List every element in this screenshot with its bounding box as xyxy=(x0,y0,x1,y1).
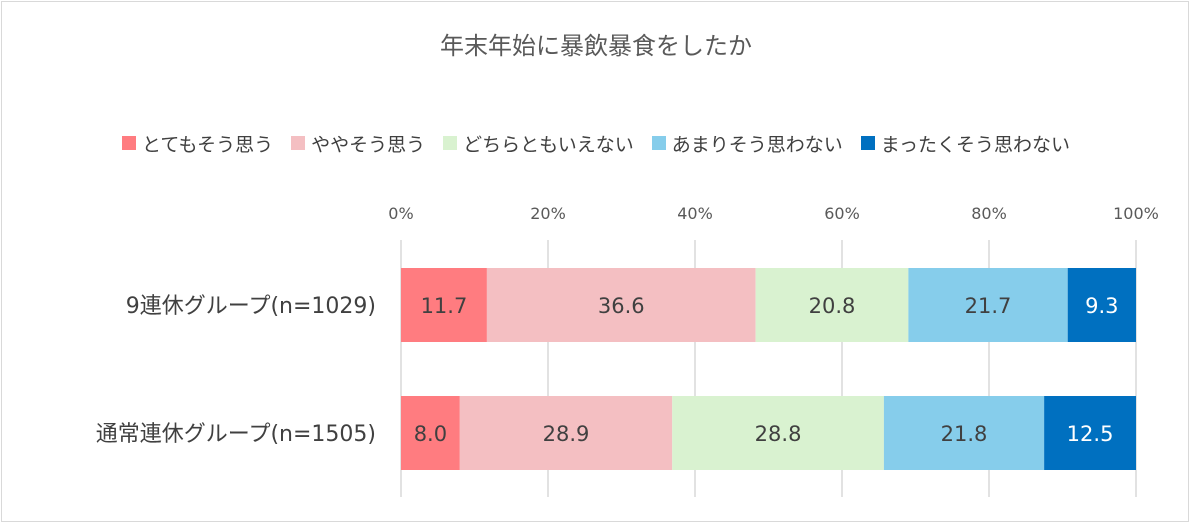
legend-swatch xyxy=(291,136,306,150)
category-label: 9連休グループ(n=1029) xyxy=(126,294,376,319)
bar-segment xyxy=(755,268,909,342)
legend-label: ややそう思う xyxy=(311,133,426,156)
legend-item: まったくそう思わない xyxy=(860,130,1070,157)
bar-segment xyxy=(672,396,884,470)
x-tick-label: 60% xyxy=(824,204,860,223)
legend-label: とてもそう思う xyxy=(141,133,274,156)
legend-item: とてもそう思う xyxy=(121,130,274,157)
data-label: 12.5 xyxy=(1067,422,1114,446)
category-label: 通常連休グループ(n=1505) xyxy=(96,422,376,447)
data-label: 21.7 xyxy=(965,294,1012,318)
bar-segment xyxy=(401,396,460,470)
legend-label: まったくそう思わない xyxy=(880,133,1070,156)
bar-segment xyxy=(1044,396,1136,470)
x-tick-label: 20% xyxy=(530,204,566,223)
data-label: 36.6 xyxy=(598,294,645,318)
bar-segment xyxy=(1067,268,1136,342)
legend-item: あまりそう思わない xyxy=(651,130,843,157)
legend-swatch xyxy=(443,136,458,150)
x-tick-label: 100% xyxy=(1113,204,1159,223)
legend-swatch xyxy=(651,136,666,150)
legend-label: どちらともいえない xyxy=(463,133,634,156)
bar-segment xyxy=(401,268,487,342)
legend-item: どちらともいえない xyxy=(443,130,634,157)
data-label: 20.8 xyxy=(809,294,856,318)
legend-swatch xyxy=(121,136,136,150)
x-tick-label: 40% xyxy=(677,204,713,223)
legend-label: あまりそう思わない xyxy=(671,133,843,156)
data-label: 21.8 xyxy=(941,422,988,446)
bar-segment xyxy=(486,268,756,342)
x-tick-label: 80% xyxy=(971,204,1007,223)
data-label: 28.9 xyxy=(543,422,590,446)
bar-segment xyxy=(459,396,673,470)
data-label: 8.0 xyxy=(414,422,447,446)
chart-title: 年末年始に暴飲暴食をしたか xyxy=(440,32,752,60)
bar-segment xyxy=(908,268,1068,342)
data-label: 11.7 xyxy=(421,294,468,318)
data-label: 28.8 xyxy=(755,422,802,446)
chart-legend: とてもそう思う ややそう思う どちらともいえない あまりそう思わない まったくそう思わな… xyxy=(0,128,1192,158)
x-tick-label: 0% xyxy=(388,204,413,223)
bar-segment xyxy=(883,396,1045,470)
data-label: 9.3 xyxy=(1085,294,1118,318)
legend-swatch xyxy=(860,136,875,150)
legend-item: ややそう思う xyxy=(291,130,425,157)
